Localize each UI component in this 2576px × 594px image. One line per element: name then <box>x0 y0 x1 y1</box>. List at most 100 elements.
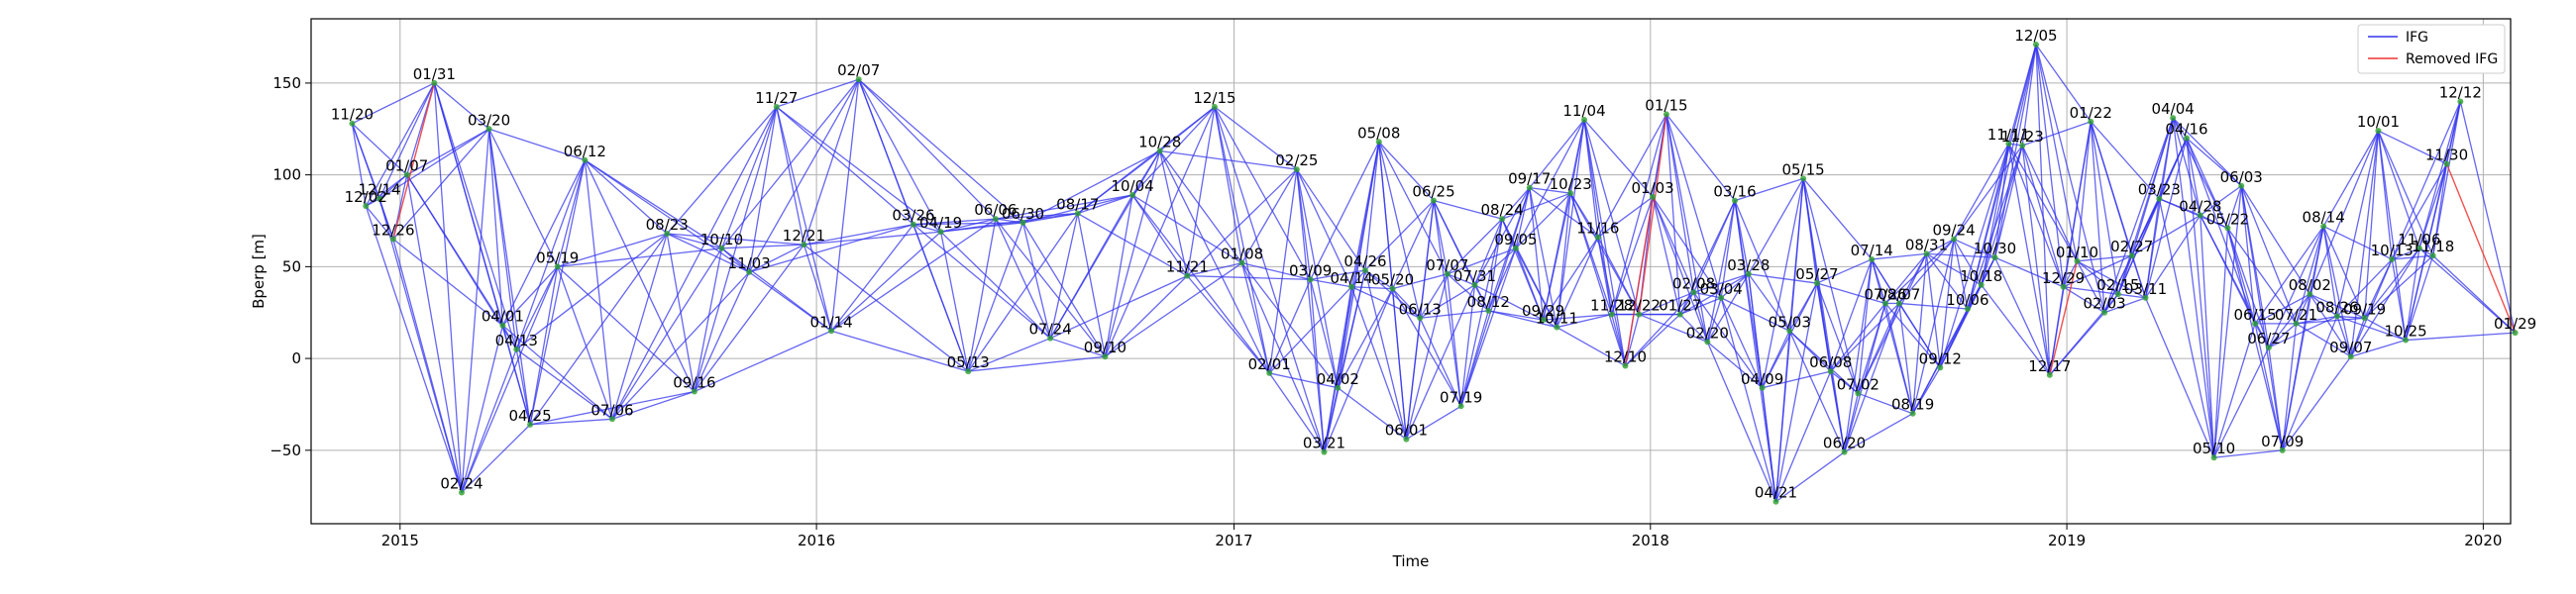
acquisition-label: 07/24 <box>1029 321 1072 339</box>
ifg-edge <box>406 128 489 176</box>
ifg-edge <box>378 128 489 200</box>
ifg-edge <box>530 418 613 426</box>
ifg-edge <box>1556 193 1571 328</box>
acquisition-label: 05/22 <box>2206 210 2249 228</box>
ifg-edge <box>1569 119 1585 194</box>
ifg-edge <box>967 213 1079 372</box>
acquisition-label: 05/08 <box>1357 124 1400 142</box>
ifg-edge <box>1529 186 1571 194</box>
ifg-edge <box>1748 273 1818 284</box>
ifg-edge <box>912 218 996 226</box>
ifg-edge <box>1022 212 1078 224</box>
acquisition-point <box>2088 118 2094 125</box>
acquisition-label: 01/14 <box>809 313 852 331</box>
ifg-edge <box>1296 169 1326 452</box>
ifg-edge <box>557 233 668 267</box>
ifg-edge <box>2336 315 2365 319</box>
ifg-edge <box>2200 185 2242 216</box>
ifg-edge <box>2021 145 2079 262</box>
acquisition-point <box>2114 291 2121 298</box>
ifg-edge <box>1240 262 1270 374</box>
ifg-edge <box>1268 372 1326 453</box>
ifg-edge <box>2282 316 2338 451</box>
acquisition-point <box>2074 257 2081 264</box>
ifg-edge <box>1159 106 1216 152</box>
ifg-edge <box>2240 185 2284 450</box>
acquisition-point <box>1567 190 1574 197</box>
ifg-edge <box>2035 44 2065 287</box>
ifg-edge <box>1884 303 1914 414</box>
acquisition-point <box>664 230 671 237</box>
acquisition-label: 02/15 <box>2096 276 2139 294</box>
ifg-edge <box>2268 346 2284 450</box>
ifg-edge <box>967 222 1024 372</box>
ifg-edge <box>667 233 722 249</box>
acquisition-point <box>1047 335 1054 342</box>
ifg-edge <box>501 159 586 326</box>
acquisition-label: 05/15 <box>1781 160 1824 178</box>
ifg-edge <box>2172 117 2229 229</box>
ifg-edge <box>1788 282 1818 332</box>
ifg-edge <box>858 78 942 233</box>
ifg-edge <box>2076 121 2092 261</box>
acquisition-point <box>2307 291 2313 298</box>
acquisition-label: 09/17 <box>1508 170 1551 188</box>
acquisition-point <box>1813 280 1820 287</box>
ifg-edge <box>1981 256 1996 286</box>
acquisition-label: 08/23 <box>646 216 689 234</box>
ifg-edge <box>1816 258 1873 284</box>
ifg-edge <box>1268 279 1312 374</box>
ifg-edge <box>1748 178 1804 275</box>
acquisition-label: 01/27 <box>1659 297 1701 315</box>
ifg-edge <box>968 355 1106 372</box>
ifg-edge <box>1447 273 1475 286</box>
ifg-edge <box>1364 200 1435 271</box>
acquisition-point <box>2333 313 2340 320</box>
acquisition-point <box>1129 192 1136 199</box>
ifg-edge <box>1858 392 1913 415</box>
ifg-edge <box>804 244 969 372</box>
acquisition-point <box>2429 252 2436 259</box>
ifg-edge <box>1884 239 1955 304</box>
ifg-edge <box>2282 355 2352 451</box>
ifg-edge <box>1665 114 1709 343</box>
ifg-edge <box>1241 168 1298 263</box>
ifg-edge <box>2254 323 2284 450</box>
ifg-edge <box>1679 273 1750 316</box>
ifg-edge <box>1187 262 1242 277</box>
ifg-edge <box>488 128 586 161</box>
ifg-edge <box>1830 303 1886 372</box>
ifg-edge <box>1131 194 1242 264</box>
ifg-edge <box>2336 130 2380 317</box>
ifg-edge <box>1487 219 1503 311</box>
acquisition-point <box>2347 353 2354 360</box>
ifg-edge <box>2418 248 2517 334</box>
ifg-edge <box>1884 252 1927 304</box>
acquisition-label: 11/30 <box>2425 147 2468 164</box>
ifg-edge <box>1652 196 1695 293</box>
ifg-edge <box>1762 178 1804 388</box>
ifg-edge <box>1501 187 1531 220</box>
acquisition-label: 10/25 <box>2384 323 2426 341</box>
ifg-edge <box>1597 237 1627 366</box>
acquisition-point <box>2183 135 2190 142</box>
ifg-edge <box>1706 200 1736 343</box>
ifg-edge <box>515 233 668 350</box>
acquisition-label: 11/11 <box>1987 126 2030 144</box>
acquisition-point <box>691 388 698 395</box>
acquisition-point <box>349 120 356 127</box>
acquisition-point <box>1786 328 1793 335</box>
ifg-edge <box>1624 314 1640 366</box>
ifg-edge <box>1515 187 1531 248</box>
acquisition-label: 07/02 <box>1837 375 1879 393</box>
acquisition-point <box>1361 267 1368 274</box>
acquisition-point <box>1676 311 1683 318</box>
ifg-edge <box>2363 131 2380 319</box>
ifg-edge <box>2432 254 2517 334</box>
ifg-edge <box>1022 194 1133 224</box>
ifg-edge <box>1378 141 1449 275</box>
acquisition-label: 02/07 <box>837 61 880 79</box>
acquisition-point <box>1020 219 1026 226</box>
acquisition-point <box>1581 117 1588 123</box>
